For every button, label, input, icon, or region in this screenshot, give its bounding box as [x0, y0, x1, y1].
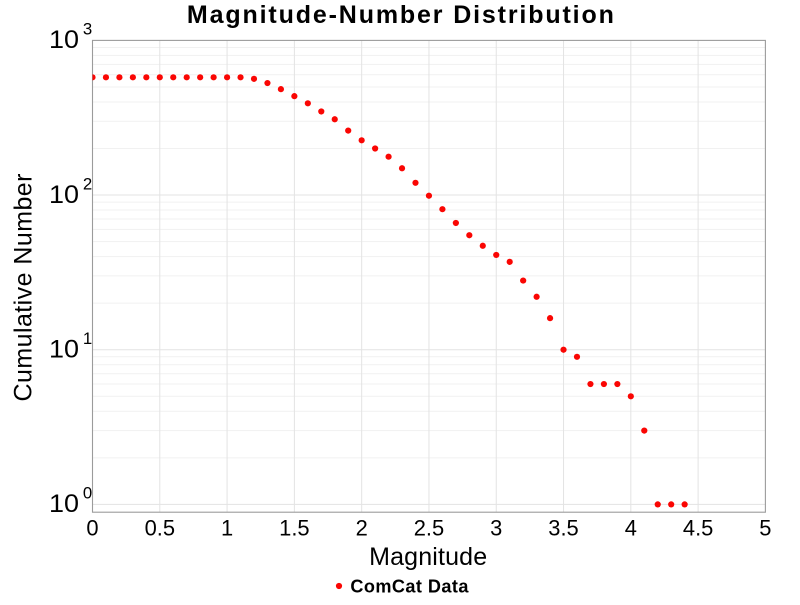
svg-text:10: 10 — [49, 181, 79, 209]
svg-text:Magnitude-Number Distribution: Magnitude-Number Distribution — [187, 1, 614, 29]
svg-text:10: 10 — [49, 26, 79, 54]
svg-text:3.5: 3.5 — [548, 515, 578, 540]
svg-text:1: 1 — [221, 515, 233, 540]
svg-text:1: 1 — [83, 329, 92, 348]
svg-text:Magnitude: Magnitude — [369, 543, 487, 571]
svg-text:0: 0 — [86, 515, 98, 540]
svg-text:2: 2 — [356, 515, 368, 540]
svg-text:2: 2 — [83, 174, 92, 193]
svg-text:4: 4 — [625, 515, 637, 540]
svg-text:2.5: 2.5 — [414, 515, 444, 540]
svg-text:Cumulative Number: Cumulative Number — [10, 174, 38, 402]
svg-text:5: 5 — [759, 515, 771, 540]
svg-text:ComCat Data: ComCat Data — [350, 577, 469, 597]
svg-text:0.5: 0.5 — [145, 515, 175, 540]
svg-text:4.5: 4.5 — [683, 515, 713, 540]
svg-text:3: 3 — [490, 515, 502, 540]
svg-text:0: 0 — [83, 484, 92, 503]
svg-text:1.5: 1.5 — [279, 515, 309, 540]
svg-text:10: 10 — [49, 336, 79, 364]
svg-text:10: 10 — [49, 490, 79, 518]
svg-text:3: 3 — [83, 20, 92, 39]
